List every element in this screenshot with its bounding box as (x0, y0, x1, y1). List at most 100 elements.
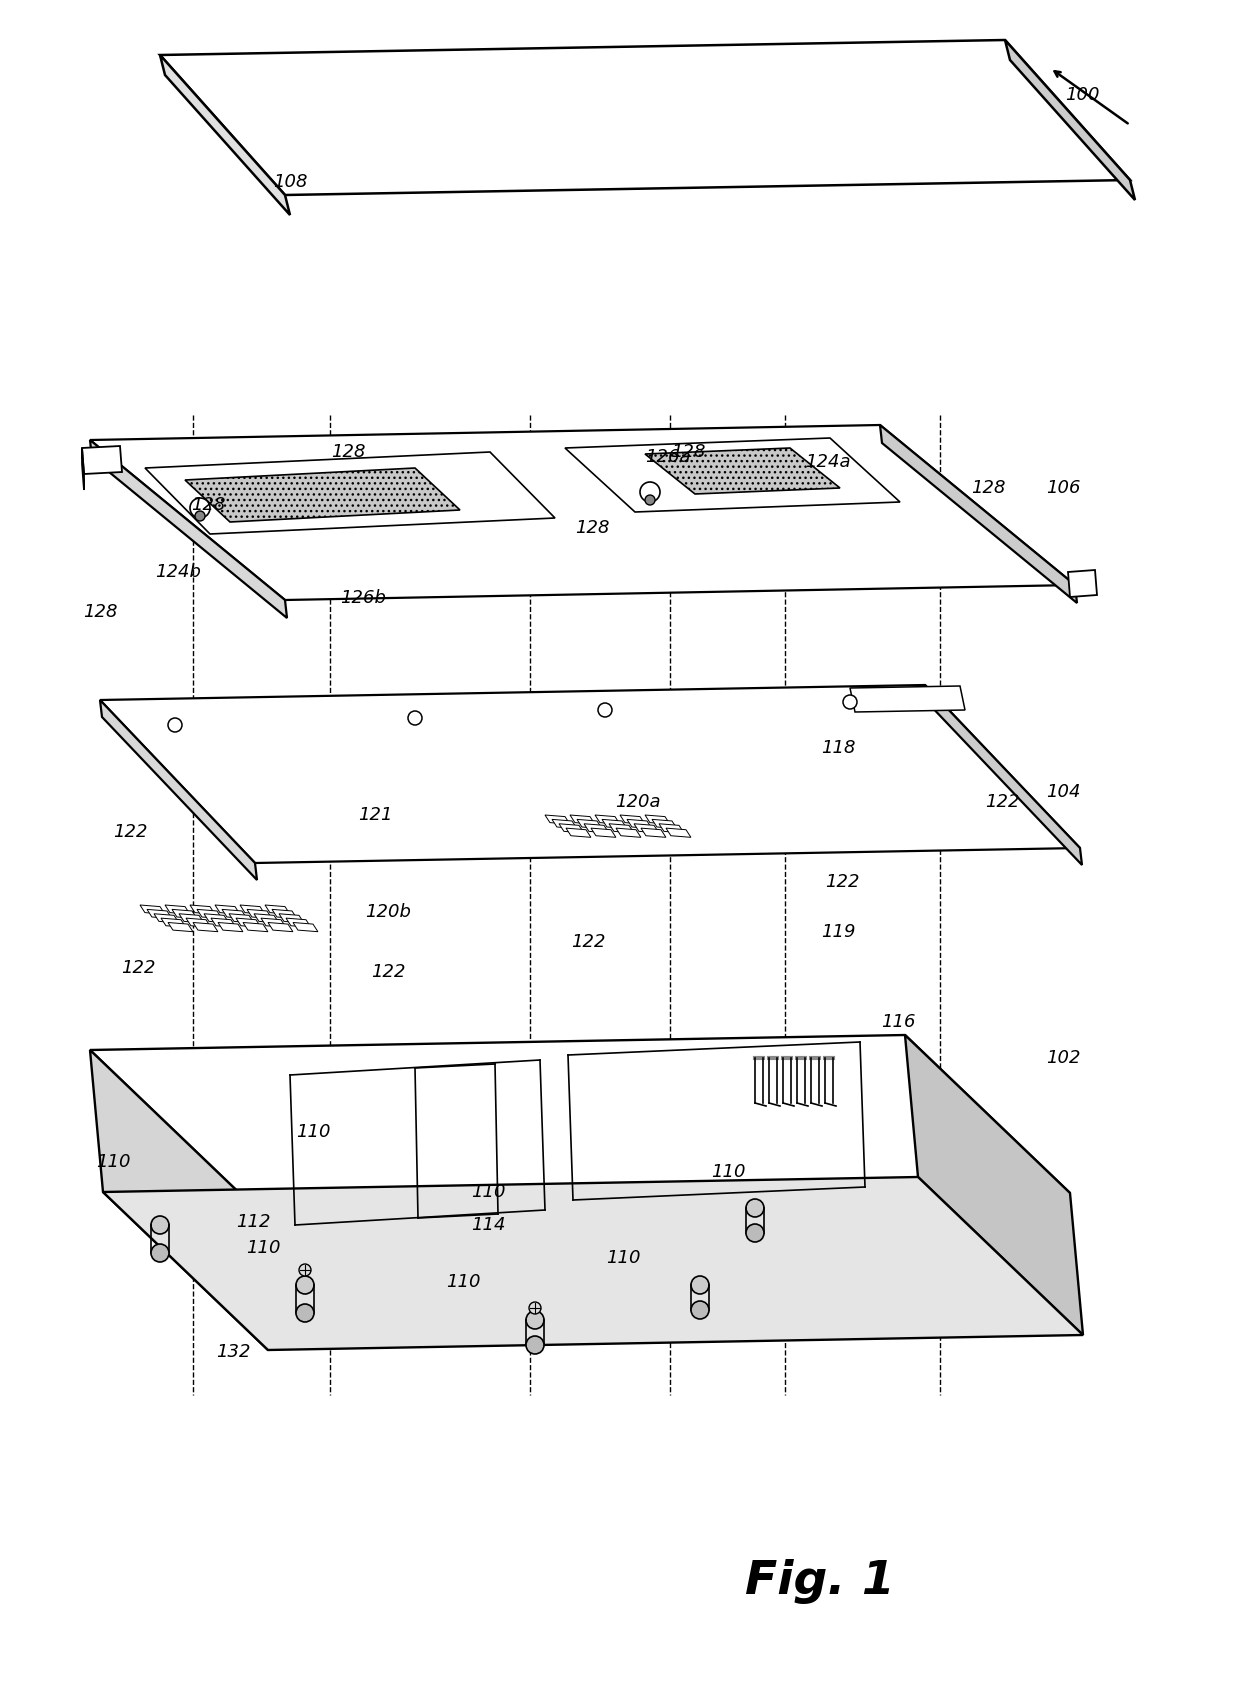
Polygon shape (272, 910, 296, 918)
Polygon shape (645, 815, 670, 824)
Polygon shape (1004, 41, 1135, 200)
Circle shape (190, 499, 210, 517)
Polygon shape (165, 905, 190, 915)
Polygon shape (197, 910, 222, 918)
Polygon shape (100, 700, 257, 879)
Polygon shape (565, 438, 900, 512)
Text: 110: 110 (246, 1240, 280, 1256)
Text: 102: 102 (1045, 1048, 1080, 1067)
Circle shape (746, 1199, 764, 1218)
Circle shape (296, 1277, 314, 1294)
Polygon shape (565, 829, 591, 837)
Polygon shape (160, 56, 290, 215)
Polygon shape (595, 815, 620, 824)
Polygon shape (584, 824, 609, 834)
Circle shape (645, 495, 655, 506)
Text: 122: 122 (825, 873, 859, 891)
Polygon shape (260, 918, 286, 927)
Circle shape (598, 703, 613, 717)
Text: 128: 128 (575, 519, 609, 538)
Polygon shape (215, 905, 239, 915)
Circle shape (167, 719, 182, 732)
Polygon shape (236, 918, 260, 927)
Text: 122: 122 (113, 824, 148, 840)
Text: 104: 104 (1045, 783, 1080, 802)
Polygon shape (641, 829, 666, 837)
Text: 122: 122 (371, 962, 405, 981)
Circle shape (691, 1300, 709, 1319)
Polygon shape (279, 913, 304, 923)
Text: 120b: 120b (365, 903, 410, 922)
Polygon shape (247, 910, 272, 918)
Circle shape (526, 1336, 544, 1354)
Polygon shape (148, 910, 172, 918)
Text: 110: 110 (95, 1153, 130, 1170)
Polygon shape (218, 923, 243, 932)
Polygon shape (91, 424, 1075, 600)
Circle shape (195, 511, 205, 521)
Text: 112: 112 (236, 1212, 270, 1231)
Polygon shape (91, 1035, 1070, 1207)
Polygon shape (627, 820, 652, 829)
Polygon shape (145, 451, 556, 534)
Polygon shape (559, 824, 584, 834)
Text: 128: 128 (83, 604, 118, 621)
Text: 132: 132 (216, 1343, 250, 1361)
Text: 108: 108 (273, 172, 308, 191)
Circle shape (843, 695, 857, 709)
Polygon shape (91, 440, 286, 617)
Text: 128: 128 (671, 443, 706, 462)
Circle shape (151, 1245, 169, 1261)
Polygon shape (577, 820, 601, 829)
Polygon shape (82, 446, 122, 473)
Text: 128: 128 (331, 443, 366, 462)
Circle shape (691, 1277, 709, 1294)
Polygon shape (172, 910, 197, 918)
Polygon shape (634, 824, 658, 834)
Text: 114: 114 (471, 1216, 505, 1234)
Circle shape (296, 1304, 314, 1322)
Polygon shape (241, 905, 265, 915)
Text: 110: 110 (296, 1123, 330, 1141)
Polygon shape (849, 687, 965, 712)
Circle shape (151, 1216, 169, 1234)
Polygon shape (905, 1035, 1083, 1334)
Circle shape (640, 482, 660, 502)
Polygon shape (222, 910, 247, 918)
Text: 126a: 126a (645, 448, 691, 467)
Text: 122: 122 (570, 933, 605, 950)
Polygon shape (186, 918, 211, 927)
Polygon shape (609, 824, 634, 834)
Polygon shape (161, 918, 186, 927)
Polygon shape (160, 41, 1130, 194)
Polygon shape (179, 913, 203, 923)
Polygon shape (1068, 570, 1097, 597)
Text: 126b: 126b (340, 588, 386, 607)
Circle shape (746, 1224, 764, 1241)
Text: 120a: 120a (615, 793, 661, 812)
Polygon shape (293, 923, 317, 932)
Polygon shape (265, 905, 290, 915)
Polygon shape (185, 468, 460, 523)
Polygon shape (154, 913, 179, 923)
Circle shape (526, 1311, 544, 1329)
Text: 110: 110 (445, 1273, 480, 1290)
Polygon shape (546, 815, 570, 824)
Polygon shape (190, 905, 215, 915)
Text: 121: 121 (358, 807, 392, 824)
Polygon shape (652, 820, 677, 829)
Text: 100: 100 (1065, 86, 1099, 105)
Polygon shape (601, 820, 627, 829)
Polygon shape (82, 448, 84, 490)
Polygon shape (243, 923, 268, 932)
Polygon shape (103, 1177, 1083, 1349)
Text: 110: 110 (471, 1184, 505, 1201)
Polygon shape (254, 913, 279, 923)
Text: 122: 122 (985, 793, 1019, 812)
Polygon shape (880, 424, 1078, 604)
Polygon shape (552, 820, 577, 829)
Polygon shape (229, 913, 254, 923)
Text: 116: 116 (880, 1013, 915, 1032)
Text: 122: 122 (120, 959, 155, 977)
Text: 110: 110 (606, 1250, 640, 1267)
